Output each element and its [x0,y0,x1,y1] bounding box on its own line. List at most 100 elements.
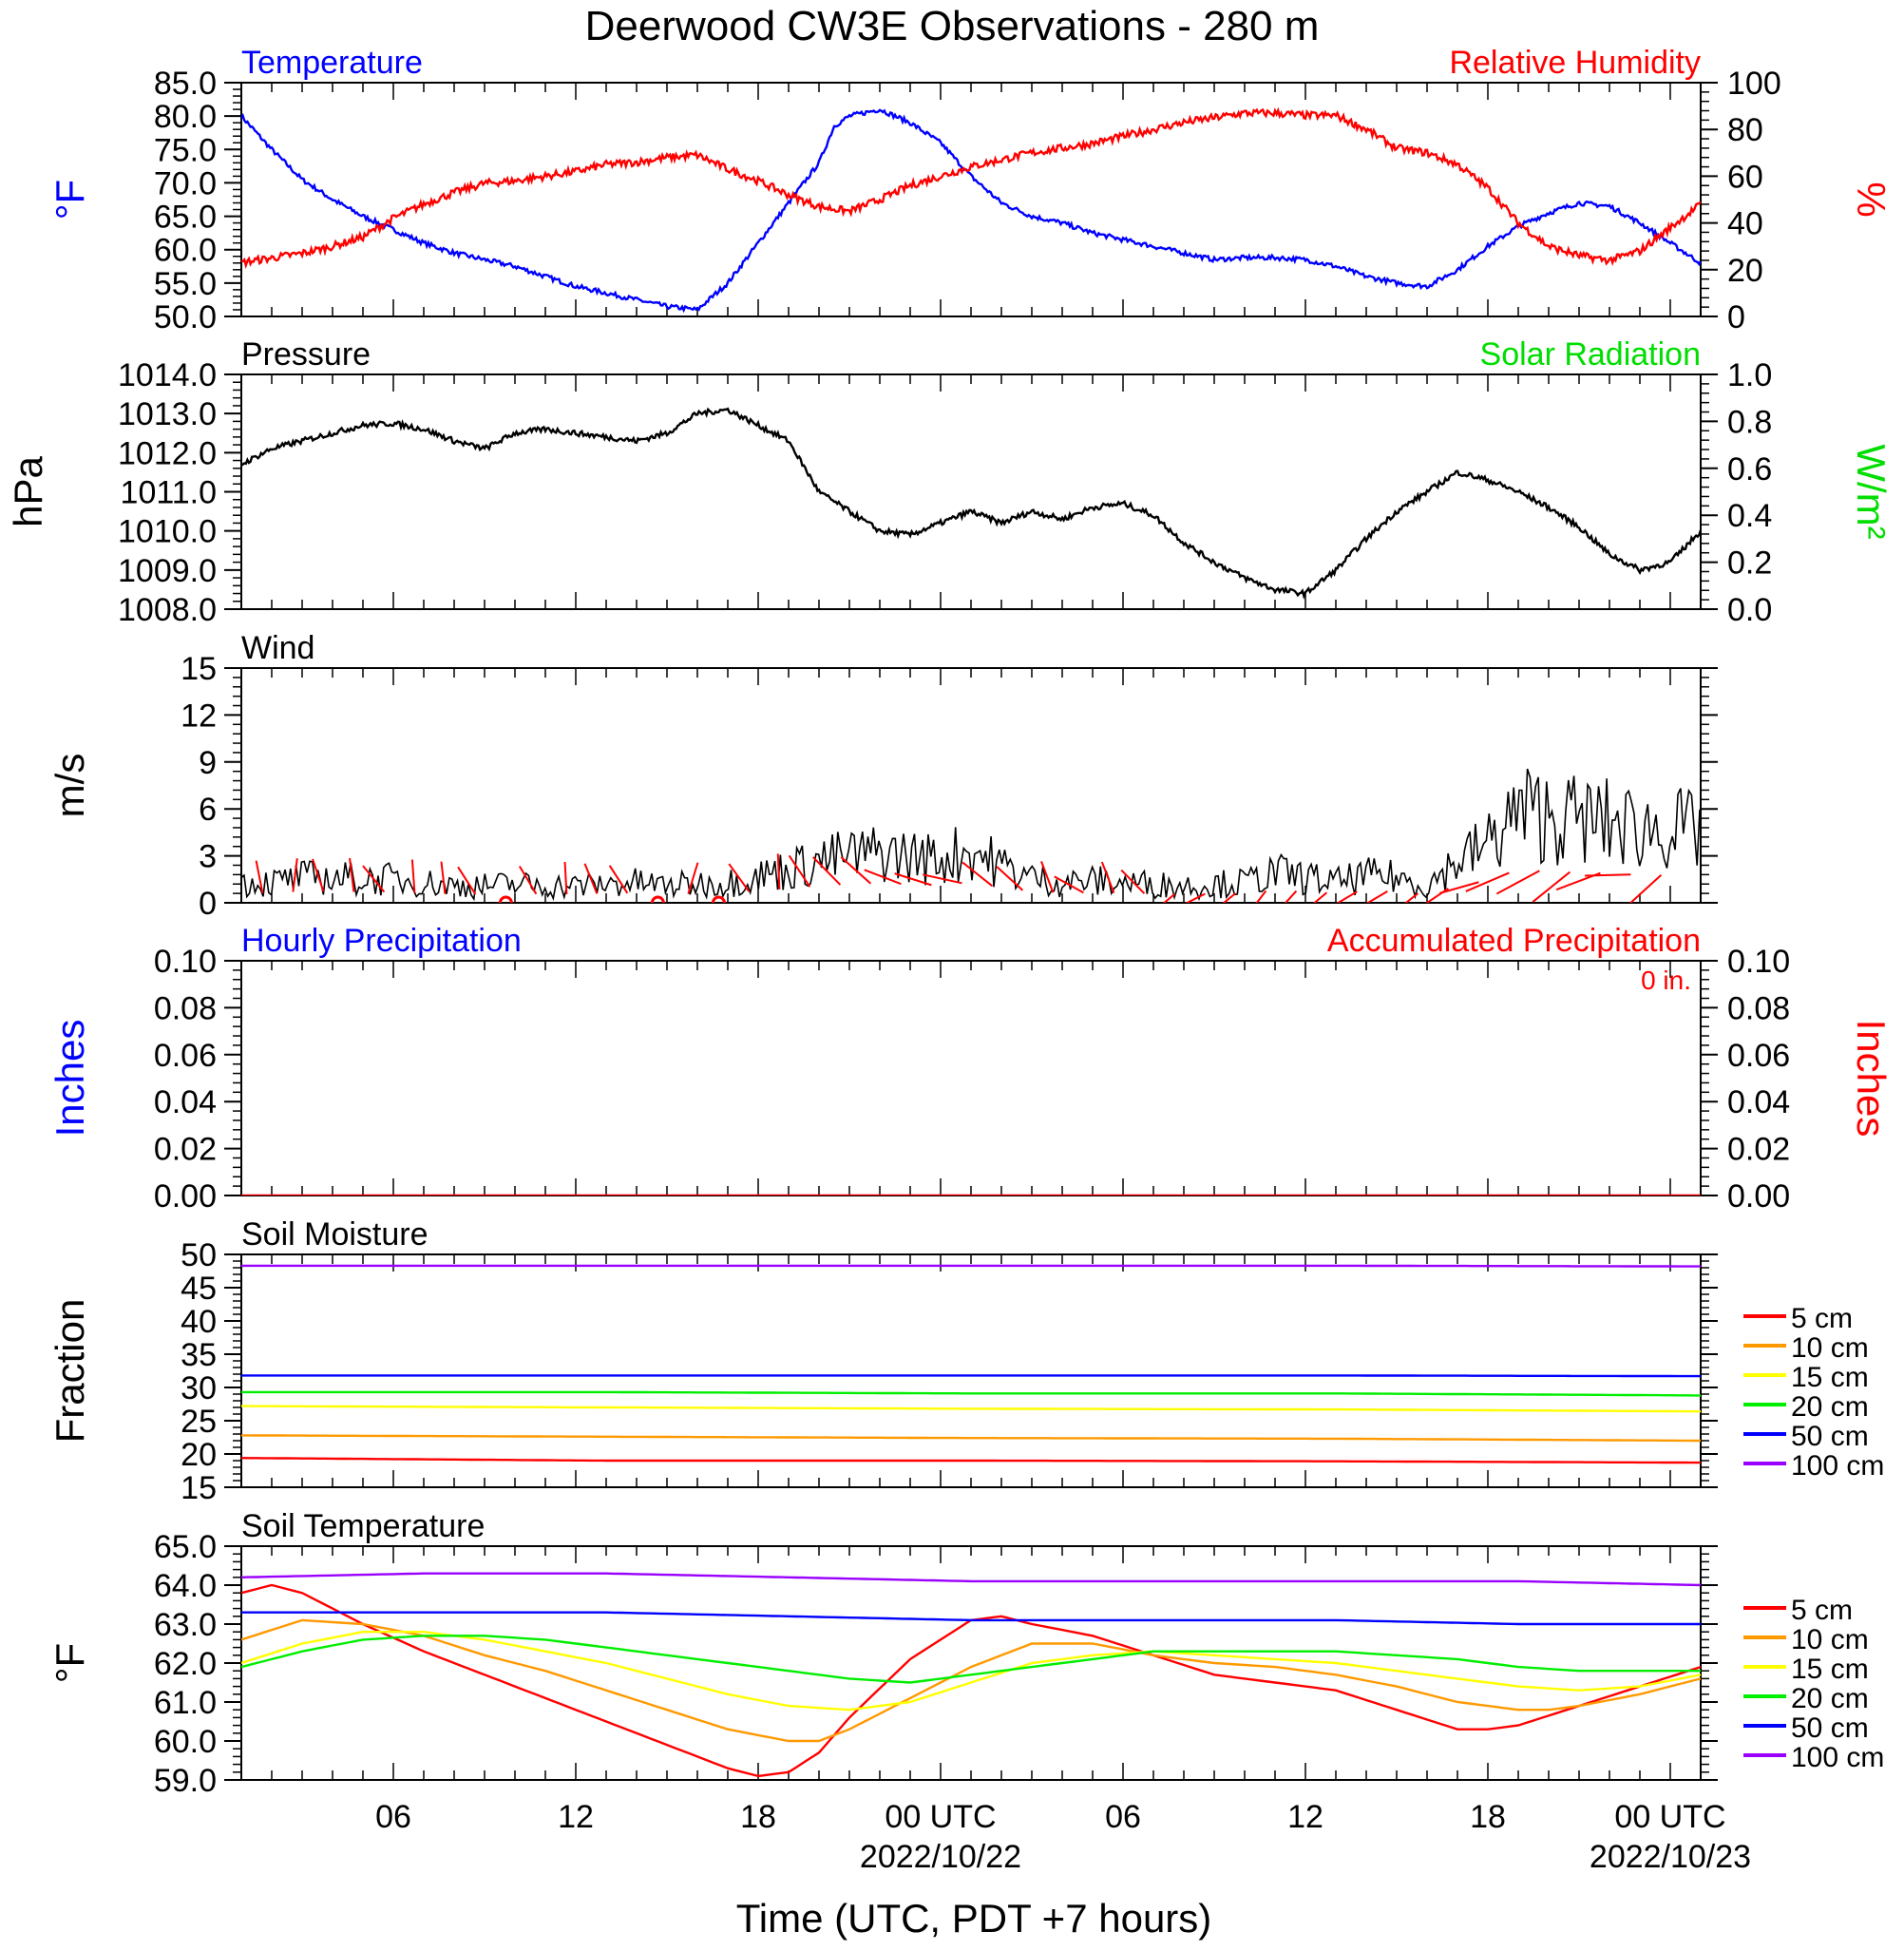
y-tick-label: 25 [181,1404,217,1440]
series-line-5cm [241,1583,1701,1778]
y-tick-label: 65.0 [154,200,217,236]
panel-soil_temp: 59.060.061.062.063.064.065.0 Soil Tempera… [48,1508,1884,1875]
legend-label: 20 cm [1791,1391,1869,1423]
y-right-tick-label: 0.08 [1727,990,1790,1026]
y-tick-label: 85.0 [154,66,217,102]
calm-wind-marker [650,895,665,903]
wind-barb [583,863,599,894]
x-tick-label: 00 UTC [885,1799,996,1835]
y-right-tick-label: 40 [1727,206,1763,242]
wind-barb [894,872,932,887]
series-line-10cm [241,1618,1701,1743]
y-right-tick-label: 60 [1727,159,1763,195]
y-right-tick-label: 0.8 [1727,404,1772,440]
series-line-5cm [241,1457,1701,1464]
y-tick-label: 15 [181,651,217,687]
wind-barb [864,869,902,886]
y-tick-label: 80.0 [154,99,217,135]
y-tick-label: 60.0 [154,233,217,269]
y-right-tick-label: 0.04 [1727,1084,1790,1120]
y-tick-label: 30 [181,1370,217,1406]
wind-barb [923,873,962,885]
wind-barb [1054,875,1084,894]
y-right-tick-label: 0.0 [1727,592,1772,628]
panel-title-right: Relative Humidity [1449,45,1701,81]
y-tick-label: 70.0 [154,165,217,201]
wind-barb [1585,873,1631,877]
y-tick-label: 1010.0 [118,514,217,550]
y-axis-label-right: W/m² [1849,444,1894,539]
legend-label: 15 cm [1791,1654,1869,1685]
y-axis-label-left: °F [48,1643,92,1683]
wind-barb [996,866,1024,891]
chart-title: Deerwood CW3E Observations - 280 m [585,3,1320,49]
y-right-tick-label: 0.6 [1727,451,1772,488]
legend-label: 50 cm [1791,1712,1869,1744]
wind-barb [1465,871,1510,892]
calm-wind-marker [711,895,726,903]
y-right-tick-label: 0.06 [1727,1038,1790,1074]
series-line-100cm [241,1264,1701,1268]
x-tick-label: 06 [1105,1799,1141,1835]
wind-barb [812,856,842,886]
wind-barb [410,859,416,893]
panel-wind: 0 3 6 9 12 15 Wind m/s [48,630,1718,922]
y-axis-label-left: Inches [48,1020,92,1138]
y-right-tick-label: 0.2 [1727,545,1772,582]
y-tick-label: 1012.0 [118,435,217,471]
y-right-tick-label: 100 [1727,66,1781,102]
series-line-100cm [241,1572,1701,1587]
y-tick-label: 0.04 [154,1084,217,1120]
y-tick-label: 64.0 [154,1568,217,1604]
y-tick-label: 20 [181,1437,217,1473]
wind-barb [788,854,811,888]
wind-barb [457,866,477,895]
wind-barb [840,856,872,885]
y-tick-label: 50.0 [154,299,217,335]
wind-barb [440,861,447,894]
series-line-50cm [241,1611,1701,1626]
y-right-tick-label: 80 [1727,112,1763,148]
series-line-temperature [241,108,1701,314]
y-right-tick-label: 0.00 [1727,1178,1790,1215]
y-axis-label-left: °F [48,180,92,220]
y-tick-label: 1009.0 [118,553,217,589]
y-tick-label: 61.0 [154,1685,217,1721]
legend-label: 100 cm [1791,1450,1884,1482]
panel-precip: 0.00 0.02 0.04 0.06 0.08 0.10 0.00 0.02 0.04 0.06… [48,923,1894,1215]
y-tick-label: 62.0 [154,1646,217,1682]
wind-barb [608,865,629,894]
y-tick-label: 0 [199,886,217,922]
y-axis-label-left: m/s [48,754,92,818]
y-tick-label: 0.08 [154,990,217,1026]
wind-barb [1162,893,1176,903]
legend-label: 100 cm [1791,1742,1884,1773]
wind-barb [1404,892,1419,903]
y-tick-label: 59.0 [154,1763,217,1799]
panel-title-left: Temperature [241,45,423,81]
wind-barb [1120,869,1146,894]
wind-barb [1100,861,1115,893]
series-line-15cm [241,1405,1701,1413]
y-tick-label: 0.02 [154,1132,217,1168]
x-tick-label: 00 UTC [1614,1799,1725,1835]
wind-barb [1495,870,1540,895]
series-line-20cm [241,1390,1701,1397]
series-line-15cm [241,1631,1701,1712]
y-right-tick-label: 20 [1727,253,1763,289]
y-axis-label-left: hPa [6,455,50,526]
calm-wind-marker [498,895,513,903]
y-tick-label: 55.0 [154,266,217,302]
wind-barb [1222,892,1237,903]
y-axis-label-right: Inches [1849,1020,1894,1138]
panel-title-left: Soil Moisture [241,1216,428,1253]
wind-barb [1313,891,1328,903]
wind-barb [1040,861,1055,893]
plot-frame [240,1253,1702,1488]
wind-barb [728,863,751,892]
wind-barb [255,860,264,893]
panel-title-left: Soil Temperature [241,1508,485,1544]
y-tick-label: 45 [181,1271,217,1307]
y-right-tick-label: 1.0 [1727,357,1772,393]
